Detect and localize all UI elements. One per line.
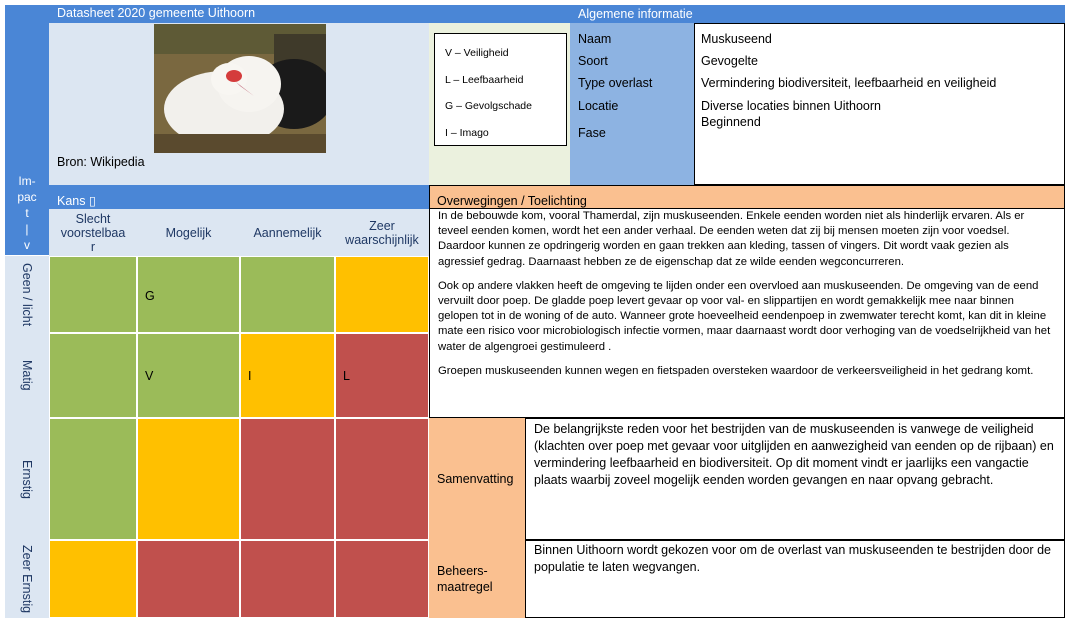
matrix-cell-letter: L <box>343 369 350 383</box>
measure-text-box: Binnen Uithoorn wordt gekozen voor om de… <box>525 540 1065 618</box>
measure-text: Binnen Uithoorn wordt gekozen voor om de… <box>534 543 1051 574</box>
legend-item-leefbaarheid: L – Leefbaarheid <box>445 73 524 86</box>
label-fase: Fase <box>578 126 606 140</box>
matrix-cell <box>49 256 137 333</box>
matrix-cell: G <box>137 256 240 333</box>
col-header-zeer: Zeer waarschijnlijk <box>345 218 419 247</box>
summary-text: De belangrijkste reden voor het bestrijd… <box>534 422 1054 487</box>
label-locatie: Locatie <box>578 99 619 113</box>
kans-bar <box>49 185 429 209</box>
header-bar <box>49 5 1065 23</box>
row-header-ernstig-label: Ernstig <box>20 459 34 499</box>
matrix-cell <box>240 418 335 540</box>
value-naam: Muskuseend <box>701 32 772 46</box>
legend-item-gevolgschade: G – Gevolgschade <box>445 100 532 112</box>
matrix-cell <box>49 540 137 618</box>
info-title: Algemene informatie <box>578 7 693 21</box>
col-headers <box>49 209 429 256</box>
matrix-cell <box>137 418 240 540</box>
row-header-ernstig: Ernstig <box>5 418 49 540</box>
considerations-paragraph: Groepen muskuseenden kunnen wegen en fie… <box>438 364 1034 377</box>
col-header-slecht: Slecht voorstelbaa r <box>60 211 126 254</box>
measure-label-box: Beheers- maatregel <box>429 540 525 618</box>
kans-label: Kans ▯ <box>57 194 96 208</box>
matrix-cell <box>335 256 429 333</box>
label-naam: Naam <box>578 32 612 46</box>
summary-label: Samenvatting <box>437 472 514 486</box>
matrix-cell: V <box>137 333 240 418</box>
label-type-overlast: Type overlast <box>578 76 653 90</box>
considerations-paragraph: In de bebouwde kom, vooral Thamerdal, zi… <box>438 210 1025 268</box>
page-title: Datasheet 2020 gemeente Uithoorn <box>57 6 256 20</box>
photo-caption: Bron: Wikipedia <box>57 155 145 169</box>
measure-label: Beheers- maatregel <box>437 564 493 594</box>
matrix-cell-letter: I <box>248 369 252 383</box>
matrix-cell: L <box>335 333 429 418</box>
matrix-cell-letter: G <box>145 289 155 303</box>
matrix-cell-letter: V <box>145 369 154 383</box>
legend-item-veiligheid: V – Veiligheid <box>445 47 509 59</box>
summary-text-box: De belangrijkste reden voor het bestrijd… <box>525 418 1065 540</box>
matrix-cell: I <box>240 333 335 418</box>
matrix-cell <box>49 418 137 540</box>
considerations-body: In de bebouwde kom, vooral Thamerdal, zi… <box>429 209 1065 418</box>
value-type-overlast: Vermindering biodiversiteit, leefbaarhei… <box>701 76 997 90</box>
legend-item-imago: I – Imago <box>445 126 489 139</box>
row-header-matig-label: Matig <box>20 360 34 391</box>
summary-label-box: Samenvatting <box>429 418 525 540</box>
matrix-cell <box>335 418 429 540</box>
row-header-matig: Matig <box>5 333 49 418</box>
row-header-geen-label: Geen / licht <box>20 262 34 327</box>
row-headers <box>5 256 49 618</box>
matrix-cell <box>49 333 137 418</box>
matrix-cell <box>240 540 335 618</box>
row-header-geen: Geen / licht <box>5 256 49 333</box>
info-labels <box>570 23 694 185</box>
considerations-paragraph: Ook op andere vlakken heeft de omgeving … <box>438 279 1051 353</box>
matrix-cell <box>137 540 240 618</box>
info-values-box <box>694 23 1065 185</box>
matrix-cell <box>240 256 335 333</box>
col-header-aannemelijk: Aannemelijk <box>253 225 322 240</box>
value-soort: Gevogelte <box>701 54 758 68</box>
duck-photo <box>154 24 326 153</box>
col-header-mogelijk: Mogelijk <box>165 225 212 240</box>
value-locatie: Diverse locaties binnen Uithoorn <box>701 99 881 113</box>
row-header-zeer-ernstig: Zeer Ernstig <box>5 540 49 618</box>
considerations-header <box>429 185 1065 209</box>
duck-image <box>154 24 326 153</box>
considerations-title: Overwegingen / Toelichting <box>437 194 587 208</box>
legend-box: V – Veiligheid L – Leefbaarheid G – Gevo… <box>434 33 567 146</box>
label-soort: Soort <box>578 54 608 68</box>
row-header-zeer-ernstig-label: Zeer Ernstig <box>20 544 34 614</box>
value-fase: Beginnend <box>701 115 761 129</box>
impact-label: Im- pac t | v <box>5 5 49 255</box>
matrix-cell <box>335 540 429 618</box>
